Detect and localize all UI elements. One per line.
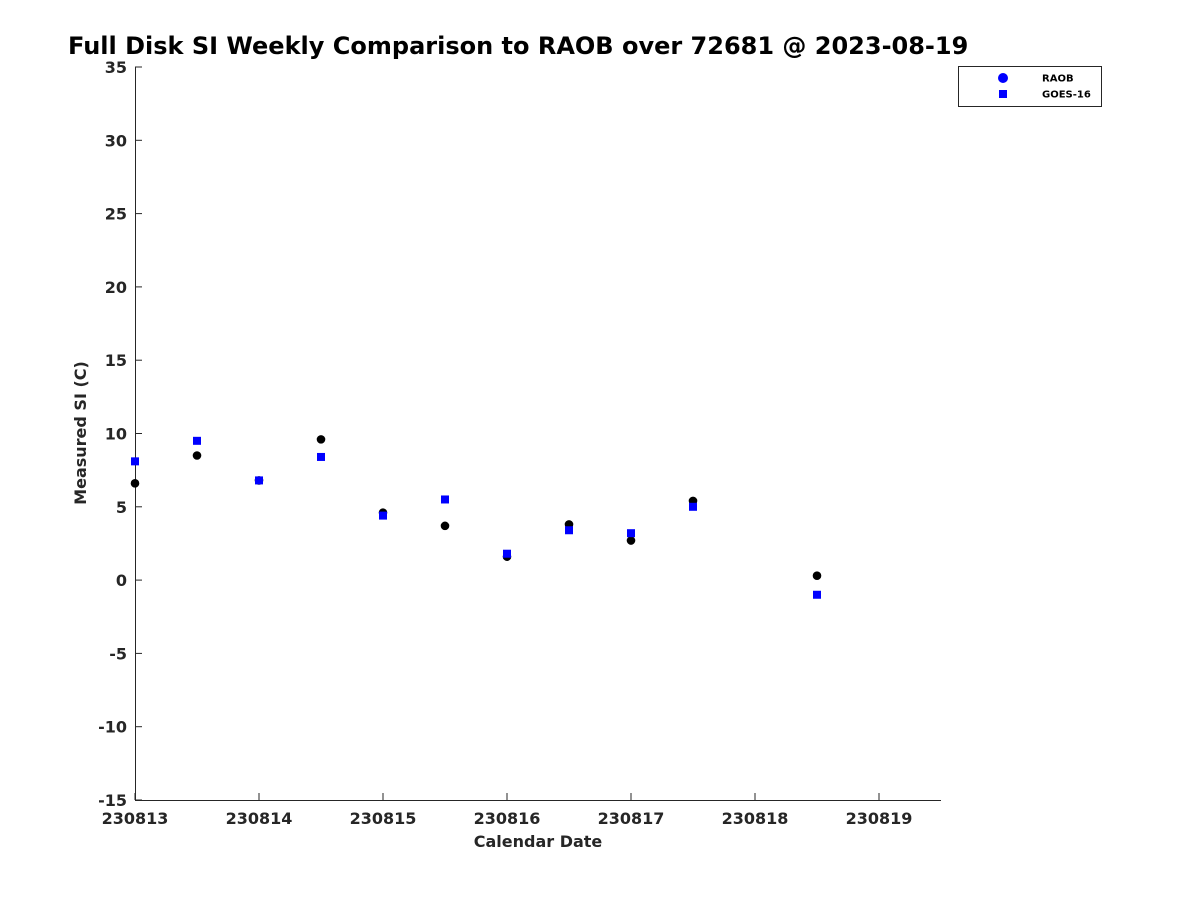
- goes16-point: [317, 452, 325, 461]
- y-tick-label: -5: [109, 644, 127, 663]
- legend-raob-marker: [998, 73, 1008, 83]
- y-tick-label: 35: [105, 58, 127, 77]
- legend-goes-label: GOES-16: [1042, 90, 1091, 101]
- goes16-point: [689, 502, 697, 511]
- x-tick-label: 230816: [474, 809, 541, 828]
- y-tick-label: 20: [105, 278, 127, 297]
- goes16-point: [441, 495, 449, 504]
- x-tick-label: 230818: [722, 809, 789, 828]
- legend-box: [958, 66, 1102, 107]
- y-tick-label: 25: [105, 205, 127, 224]
- raob-point: [192, 451, 202, 460]
- legend-raob-label: RAOB: [1042, 74, 1074, 85]
- legend-goes-marker: [999, 90, 1007, 98]
- x-axis-label: Calendar Date: [474, 832, 603, 851]
- raob-point: [812, 571, 822, 581]
- y-axis-ticks: -15 -10 -5 0 5 10 15 20 25 30 35: [98, 58, 142, 810]
- x-tick-label: 230815: [350, 809, 417, 828]
- y-tick-label: -10: [98, 718, 127, 737]
- y-tick-label: 30: [105, 131, 127, 150]
- goes16-point: [131, 457, 139, 466]
- raob-point: [626, 536, 636, 545]
- y-axis-label: Measured SI (C): [71, 361, 90, 505]
- y-tick-label: 15: [105, 351, 127, 370]
- y-tick-label: -15: [98, 791, 127, 810]
- goes16-point: [379, 511, 387, 520]
- x-axis-ticks: 230813 230814 230815 230816 230817 230818 2308…: [102, 793, 913, 828]
- goes16-point: [255, 476, 263, 485]
- data-points: [130, 435, 822, 599]
- y-tick-label: 10: [105, 425, 127, 444]
- plot-area: [135, 67, 941, 801]
- goes16-point: [193, 436, 201, 445]
- goes16-point: [813, 590, 821, 599]
- raob-point: [316, 435, 326, 444]
- x-tick-label: 230819: [846, 809, 913, 828]
- goes16-point: [503, 549, 511, 558]
- legend: RAOB GOES-16: [958, 66, 1102, 107]
- y-tick-label: 0: [116, 571, 127, 590]
- x-tick-label: 230817: [598, 809, 665, 828]
- chart-title: Full Disk SI Weekly Comparison to RAOB o…: [68, 32, 968, 60]
- raob-point: [130, 479, 140, 488]
- x-tick-label: 230813: [102, 809, 169, 828]
- raob-point: [440, 521, 450, 531]
- goes16-point: [627, 529, 635, 538]
- goes16-point: [565, 526, 573, 535]
- y-tick-label: 5: [116, 498, 127, 517]
- x-tick-label: 230814: [226, 809, 293, 828]
